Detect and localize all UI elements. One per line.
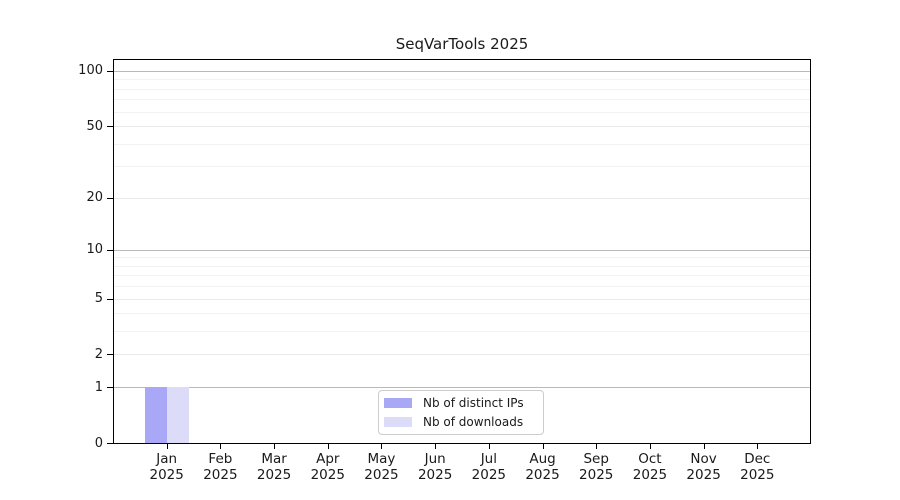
x-tick-month: Dec [744, 451, 771, 467]
x-tick [596, 444, 598, 449]
y-tick [107, 443, 113, 444]
minor-gridline [114, 275, 810, 277]
x-tick-year: 2025 [632, 466, 668, 483]
x-tick-year: 2025 [203, 466, 238, 483]
legend-entry-distinct-ips: Nb of distinct IPs [384, 395, 538, 411]
legend-label: Nb of downloads [423, 415, 524, 429]
y-tick [107, 387, 113, 389]
y-tick [107, 197, 113, 199]
x-tick-label: Mar 2025 [246, 451, 302, 483]
x-tick-year: 2025 [149, 466, 184, 483]
x-tick-month: Apr [316, 451, 340, 467]
x-tick-label: Apr 2025 [300, 451, 356, 483]
x-tick [220, 444, 222, 449]
x-tick-month: Aug [529, 451, 556, 467]
y-tick [107, 126, 113, 128]
minor-gridline [114, 79, 810, 81]
minor-gridline [114, 265, 810, 267]
x-tick-label: Feb 2025 [192, 451, 248, 483]
x-tick-label: Nov 2025 [676, 451, 732, 483]
chart-title: SeqVarTools 2025 [395, 35, 529, 53]
major-gridline [114, 249, 810, 251]
x-tick-year: 2025 [364, 466, 399, 483]
legend-swatch [384, 417, 412, 427]
y-tick-label: 2 [94, 346, 103, 362]
y-tick-label: 20 [86, 190, 103, 206]
plot-area [113, 59, 811, 444]
major-gridline [114, 387, 810, 389]
x-tick [649, 444, 651, 449]
x-tick-label: Jan 2025 [139, 451, 195, 483]
x-tick-month: Feb [208, 451, 233, 467]
x-tick-label: Aug 2025 [515, 451, 571, 483]
x-tick-label: Jun 2025 [407, 451, 463, 483]
bar-distinct-ips [144, 387, 167, 443]
minor-gridline [114, 257, 810, 259]
x-tick-month: Oct [638, 451, 662, 467]
x-tick-year: 2025 [740, 466, 775, 483]
y-tick-label: 10 [86, 242, 103, 258]
major-gridline [114, 126, 810, 128]
x-tick-month: Jan [156, 451, 178, 467]
x-tick [274, 444, 276, 449]
minor-gridline [114, 111, 810, 113]
y-tick-label: 0 [94, 435, 103, 451]
y-tick-label: 50 [86, 118, 103, 134]
x-tick [488, 444, 490, 449]
x-tick-year: 2025 [686, 466, 721, 483]
x-tick-label: Sep 2025 [568, 451, 624, 483]
x-tick-month: Nov [690, 451, 717, 467]
major-gridline [114, 298, 810, 300]
minor-gridline [114, 143, 810, 145]
x-tick-year: 2025 [417, 466, 453, 483]
y-tick-label: 1 [94, 379, 103, 395]
x-tick [327, 444, 329, 449]
minor-gridline [114, 166, 810, 168]
x-tick-month: May [367, 451, 396, 467]
y-tick-label: 100 [78, 63, 103, 79]
minor-gridline [114, 286, 810, 288]
x-tick-year: 2025 [525, 466, 560, 483]
x-tick-label: Jul 2025 [461, 451, 517, 483]
x-tick [703, 444, 705, 449]
x-tick-label: Dec 2025 [729, 451, 785, 483]
y-tick-label: 5 [94, 291, 103, 307]
major-gridline [114, 70, 810, 72]
x-tick [166, 444, 168, 449]
y-tick [107, 298, 113, 300]
bar-downloads [166, 387, 189, 443]
x-tick-month: Sep [583, 451, 609, 467]
minor-gridline [114, 99, 810, 101]
x-tick-month: Jun [424, 451, 446, 467]
x-tick-year: 2025 [579, 466, 614, 483]
x-tick [435, 444, 437, 449]
minor-gridline [114, 313, 810, 315]
y-tick [107, 354, 113, 356]
minor-gridline [114, 88, 810, 90]
legend-label: Nb of distinct IPs [423, 396, 524, 410]
x-tick [542, 444, 544, 449]
x-tick-label: May 2025 [353, 451, 409, 483]
legend: Nb of distinct IPs Nb of downloads [378, 390, 544, 435]
x-tick-month: Jul [480, 451, 497, 467]
x-tick-label: Oct 2025 [622, 451, 678, 483]
major-gridline [114, 354, 810, 356]
legend-swatch [384, 398, 412, 408]
minor-gridline [114, 331, 810, 333]
y-tick [107, 249, 113, 251]
y-tick [107, 70, 113, 72]
x-tick [757, 444, 759, 449]
legend-entry-downloads: Nb of downloads [384, 414, 538, 430]
x-tick-year: 2025 [256, 466, 292, 483]
x-tick-year: 2025 [310, 466, 345, 483]
x-tick-year: 2025 [471, 466, 507, 483]
x-tick-month: Mar [261, 451, 287, 467]
major-gridline [114, 197, 810, 199]
x-tick [381, 444, 383, 449]
